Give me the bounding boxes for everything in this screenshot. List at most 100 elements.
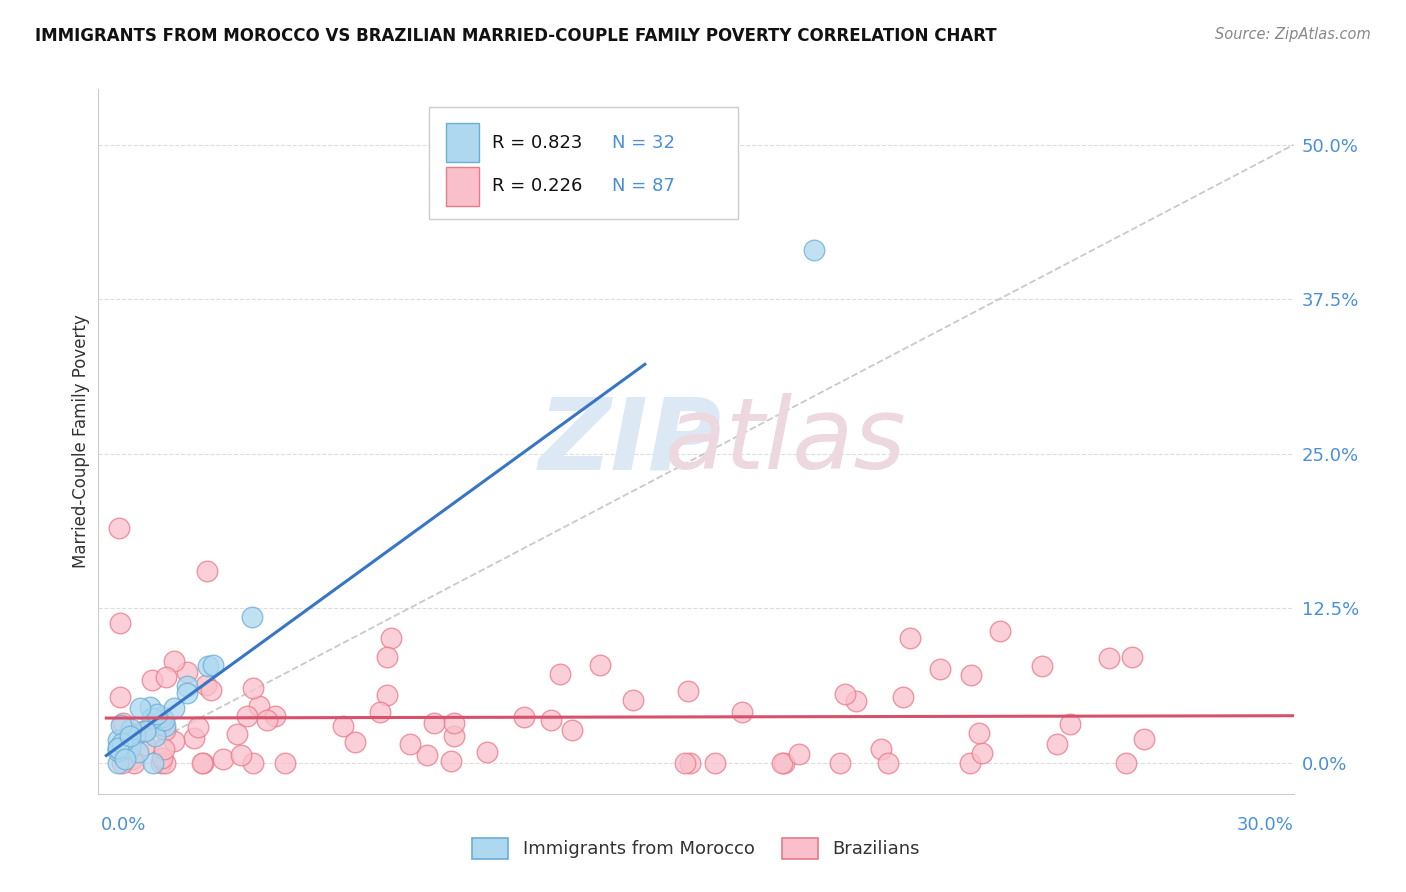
Point xyxy=(122,756,145,770)
Point xyxy=(139,700,162,714)
Point xyxy=(150,710,173,724)
Point xyxy=(146,714,169,729)
Point xyxy=(1098,650,1121,665)
Point xyxy=(1059,717,1081,731)
Point xyxy=(970,746,993,760)
Point xyxy=(195,678,218,692)
Point xyxy=(142,756,165,770)
Point xyxy=(112,739,135,754)
Point xyxy=(380,631,402,645)
Text: R = 0.823: R = 0.823 xyxy=(492,134,582,152)
Point xyxy=(891,690,914,704)
Point xyxy=(153,713,176,727)
Point xyxy=(120,722,142,736)
Point xyxy=(118,741,141,756)
Point xyxy=(195,565,218,579)
Point xyxy=(200,682,222,697)
Point xyxy=(107,743,129,757)
Point xyxy=(163,734,186,748)
Point xyxy=(242,681,264,695)
Point xyxy=(561,723,583,737)
Point xyxy=(828,756,851,770)
Point xyxy=(134,738,156,752)
Point xyxy=(703,756,725,770)
Point xyxy=(440,754,463,768)
Text: N = 32: N = 32 xyxy=(612,134,675,152)
Point xyxy=(163,654,186,668)
Point xyxy=(121,752,143,766)
Point xyxy=(274,756,297,770)
Point xyxy=(107,756,129,770)
Point xyxy=(128,701,150,715)
Point xyxy=(236,709,259,723)
Point xyxy=(163,700,186,714)
Point xyxy=(155,756,177,770)
Point xyxy=(124,728,146,742)
Point xyxy=(187,720,209,734)
Text: R = 0.226: R = 0.226 xyxy=(492,178,582,195)
Point xyxy=(114,752,136,766)
Point xyxy=(176,665,198,680)
Point xyxy=(876,756,898,770)
Legend: Immigrants from Morocco, Brazilians: Immigrants from Morocco, Brazilians xyxy=(465,830,927,866)
Point xyxy=(898,632,921,646)
Point xyxy=(150,756,173,770)
Point xyxy=(845,694,868,708)
Point xyxy=(443,730,465,744)
Point xyxy=(1133,732,1156,747)
Point xyxy=(107,741,129,756)
Point xyxy=(135,723,157,737)
Point xyxy=(960,668,983,682)
Point xyxy=(773,756,796,770)
Point xyxy=(967,725,990,739)
Point xyxy=(202,657,225,672)
Point xyxy=(108,521,131,535)
Text: ZIP: ZIP xyxy=(538,393,721,490)
Point xyxy=(155,670,177,684)
Point xyxy=(247,699,270,714)
Point xyxy=(143,729,166,743)
Point xyxy=(770,756,793,770)
Point xyxy=(191,756,214,770)
Point xyxy=(155,723,177,737)
Text: IMMIGRANTS FROM MOROCCO VS BRAZILIAN MARRIED-COUPLE FAMILY POVERTY CORRELATION C: IMMIGRANTS FROM MOROCCO VS BRAZILIAN MAR… xyxy=(35,27,997,45)
Point xyxy=(134,723,156,738)
Point xyxy=(423,715,446,730)
Point xyxy=(110,615,132,630)
Point xyxy=(673,756,696,770)
Point xyxy=(443,716,465,731)
Text: N = 87: N = 87 xyxy=(612,178,675,195)
Point xyxy=(370,706,392,720)
Point xyxy=(141,711,163,725)
Text: 0.0%: 0.0% xyxy=(101,816,146,834)
Point xyxy=(589,658,612,673)
Point xyxy=(375,650,398,665)
Point xyxy=(111,736,134,750)
Point xyxy=(212,752,235,766)
Y-axis label: Married-Couple Family Poverty: Married-Couple Family Poverty xyxy=(72,315,90,568)
Point xyxy=(108,690,131,705)
Point xyxy=(676,684,699,698)
Point xyxy=(120,730,142,744)
Point xyxy=(475,745,498,759)
Point xyxy=(141,673,163,688)
Point xyxy=(869,741,891,756)
Point xyxy=(120,731,142,746)
Point xyxy=(1121,649,1143,664)
Point xyxy=(343,735,366,749)
Point xyxy=(1031,658,1053,673)
Point xyxy=(256,713,278,727)
Point xyxy=(226,727,249,741)
Point xyxy=(152,716,174,731)
Point xyxy=(1115,756,1137,770)
Point xyxy=(145,718,167,732)
Point xyxy=(929,662,952,676)
Point xyxy=(107,732,129,747)
Point xyxy=(540,713,562,727)
Point xyxy=(240,610,263,624)
Point xyxy=(176,679,198,693)
Point xyxy=(512,710,534,724)
Point xyxy=(107,741,129,756)
Point xyxy=(834,687,856,701)
Point xyxy=(183,731,205,746)
